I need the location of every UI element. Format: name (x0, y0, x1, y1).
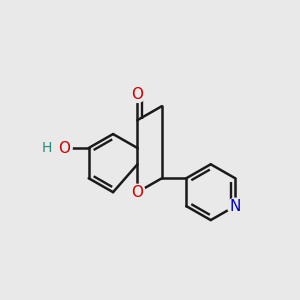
Text: O: O (131, 185, 143, 200)
Circle shape (130, 87, 146, 102)
Text: N: N (230, 199, 241, 214)
Circle shape (130, 184, 146, 200)
Circle shape (39, 140, 55, 156)
Text: H: H (42, 141, 52, 155)
Circle shape (227, 198, 243, 214)
Text: O: O (131, 87, 143, 102)
Circle shape (56, 140, 72, 156)
Text: O: O (58, 140, 70, 155)
